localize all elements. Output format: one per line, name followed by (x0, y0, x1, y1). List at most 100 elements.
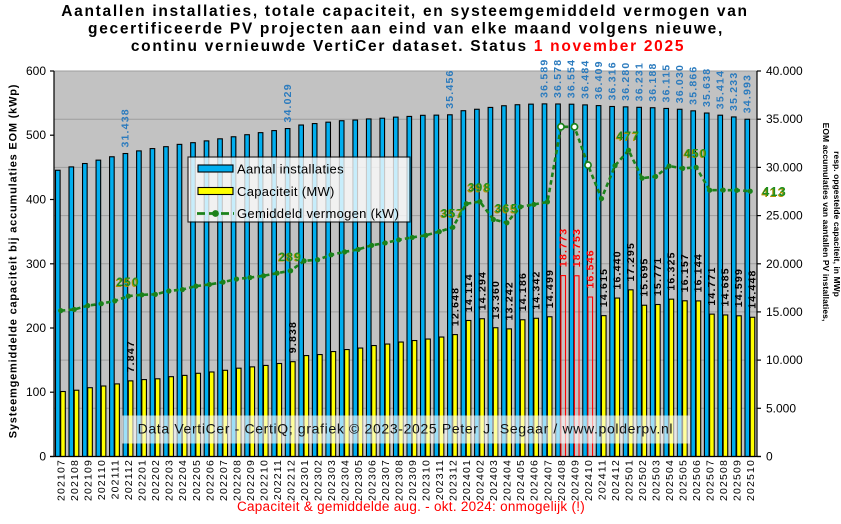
svg-text:Capaciteit & gemiddelde aug. -: Capaciteit & gemiddelde aug. - okt. 2024… (237, 499, 585, 514)
svg-text:202107: 202107 (56, 459, 68, 501)
svg-text:202212: 202212 (285, 459, 297, 501)
svg-text:357: 357 (441, 208, 465, 220)
svg-text:413: 413 (762, 185, 786, 199)
svg-text:202202: 202202 (150, 459, 162, 501)
svg-text:35.233: 35.233 (728, 72, 740, 111)
svg-text:14.599: 14.599 (733, 268, 745, 307)
svg-text:202110: 202110 (96, 459, 108, 500)
svg-text:202206: 202206 (204, 459, 216, 501)
svg-text:14.186: 14.186 (517, 272, 529, 311)
svg-text:202305: 202305 (353, 459, 365, 501)
svg-text:Data VertiCer - CertiQ; graf: Data VertiCer - CertiQ; grafiek © 2023-2… (138, 421, 674, 437)
svg-text:202207: 202207 (218, 459, 230, 501)
svg-text:14.114: 14.114 (463, 273, 475, 312)
svg-text:14.342: 14.342 (530, 270, 542, 309)
svg-text:14.615: 14.615 (598, 268, 610, 307)
svg-text:34.029: 34.029 (282, 83, 294, 122)
svg-text:202407: 202407 (542, 459, 554, 501)
svg-text:15.771: 15.771 (652, 257, 664, 296)
svg-text:16.144: 16.144 (693, 253, 705, 292)
svg-text:202506: 202506 (691, 459, 703, 501)
svg-text:16.440: 16.440 (611, 250, 623, 289)
svg-text:100: 100 (26, 385, 46, 399)
svg-text:202504: 202504 (664, 459, 676, 501)
svg-text:0: 0 (39, 450, 46, 464)
svg-text:20.000: 20.000 (766, 257, 803, 271)
svg-text:202509: 202509 (732, 459, 744, 501)
svg-text:202403: 202403 (488, 459, 500, 501)
svg-text:Systeemgemiddelde capaciteit b: Systeemgemiddelde capaciteit bij accumul… (8, 84, 20, 439)
svg-text:202111: 202111 (110, 459, 122, 499)
svg-text:31.438: 31.438 (120, 108, 132, 147)
svg-text:resp. opgestelde capaciteit, i: resp. opgestelde capaciteit, in MWp (832, 151, 841, 297)
svg-text:250: 250 (117, 277, 141, 289)
svg-text:202309: 202309 (407, 459, 419, 501)
svg-text:14.294: 14.294 (476, 271, 488, 310)
svg-text:202109: 202109 (83, 459, 95, 501)
svg-text:202507: 202507 (704, 459, 716, 501)
svg-text:36.231: 36.231 (633, 62, 645, 101)
svg-text:36.280: 36.280 (620, 62, 632, 101)
svg-text:36.554: 36.554 (566, 59, 578, 98)
svg-text:continu vernieuwde VertiCer d: continu vernieuwde VertiCer dataset. Sta… (131, 38, 685, 55)
svg-text:15.695: 15.695 (639, 257, 651, 296)
svg-text:202301: 202301 (299, 459, 311, 501)
svg-text:200: 200 (26, 321, 46, 335)
svg-text:14.685: 14.685 (720, 267, 732, 306)
svg-text:36.030: 36.030 (674, 64, 686, 103)
svg-text:202412: 202412 (610, 459, 622, 501)
svg-text:10.000: 10.000 (766, 353, 803, 367)
svg-text:202402: 202402 (475, 459, 487, 501)
svg-text:7.847: 7.847 (125, 340, 137, 372)
svg-text:14.448: 14.448 (747, 269, 759, 308)
svg-text:202409: 202409 (569, 459, 581, 501)
svg-text:13.360: 13.360 (490, 280, 502, 319)
svg-text:202306: 202306 (367, 459, 379, 501)
svg-text:202502: 202502 (637, 459, 649, 501)
svg-text:202308: 202308 (394, 459, 406, 501)
svg-text:202205: 202205 (191, 459, 203, 501)
svg-text:35.414: 35.414 (714, 70, 726, 109)
svg-text:36.115: 36.115 (660, 64, 672, 103)
svg-text:202508: 202508 (718, 459, 730, 501)
svg-text:16.325: 16.325 (666, 251, 678, 290)
svg-text:5.000: 5.000 (766, 401, 796, 415)
svg-text:202203: 202203 (164, 459, 176, 501)
svg-text:Aantallen installaties, total: Aantallen installaties, totale capacitei… (61, 3, 748, 20)
svg-text:16.546: 16.546 (584, 249, 596, 288)
svg-text:202204: 202204 (177, 459, 189, 501)
svg-text:202501: 202501 (623, 459, 635, 501)
svg-text:300: 300 (26, 257, 46, 271)
svg-text:15.000: 15.000 (766, 305, 803, 319)
svg-text:36.409: 36.409 (593, 60, 605, 99)
svg-text:0: 0 (766, 450, 773, 464)
svg-text:365: 365 (495, 204, 519, 216)
svg-text:202503: 202503 (650, 459, 662, 501)
svg-text:202405: 202405 (515, 459, 527, 501)
svg-text:14.771: 14.771 (706, 266, 718, 305)
svg-text:400: 400 (26, 193, 46, 207)
svg-text:36.316: 36.316 (606, 61, 618, 100)
svg-text:Gemiddeld vermogen (kW): Gemiddeld vermogen (kW) (237, 206, 399, 221)
svg-text:18.773: 18.773 (557, 228, 569, 267)
svg-text:13.242: 13.242 (503, 281, 515, 320)
svg-text:36.484: 36.484 (579, 60, 591, 99)
svg-text:202211: 202211 (272, 459, 284, 500)
svg-text:gecertificeerde PV projecten a: gecertificeerde PV projecten aan eind va… (88, 21, 724, 38)
svg-text:12.648: 12.648 (449, 287, 461, 326)
svg-text:202307: 202307 (380, 459, 392, 501)
svg-text:16.157: 16.157 (679, 253, 691, 292)
svg-text:202510: 202510 (745, 459, 757, 501)
svg-text:35.638: 35.638 (701, 68, 713, 107)
svg-text:9.838: 9.838 (287, 321, 299, 353)
svg-text:Aantal installaties: Aantal installaties (237, 162, 344, 177)
svg-text:477: 477 (617, 131, 641, 143)
svg-text:35.456: 35.456 (444, 69, 456, 108)
svg-text:202210: 202210 (258, 459, 270, 501)
svg-text:500: 500 (26, 128, 46, 142)
svg-text:34.993: 34.993 (741, 74, 753, 113)
svg-text:30.000: 30.000 (766, 160, 803, 174)
svg-text:36.188: 36.188 (647, 62, 659, 101)
svg-text:14.499: 14.499 (544, 269, 556, 308)
svg-text:600: 600 (26, 64, 46, 78)
